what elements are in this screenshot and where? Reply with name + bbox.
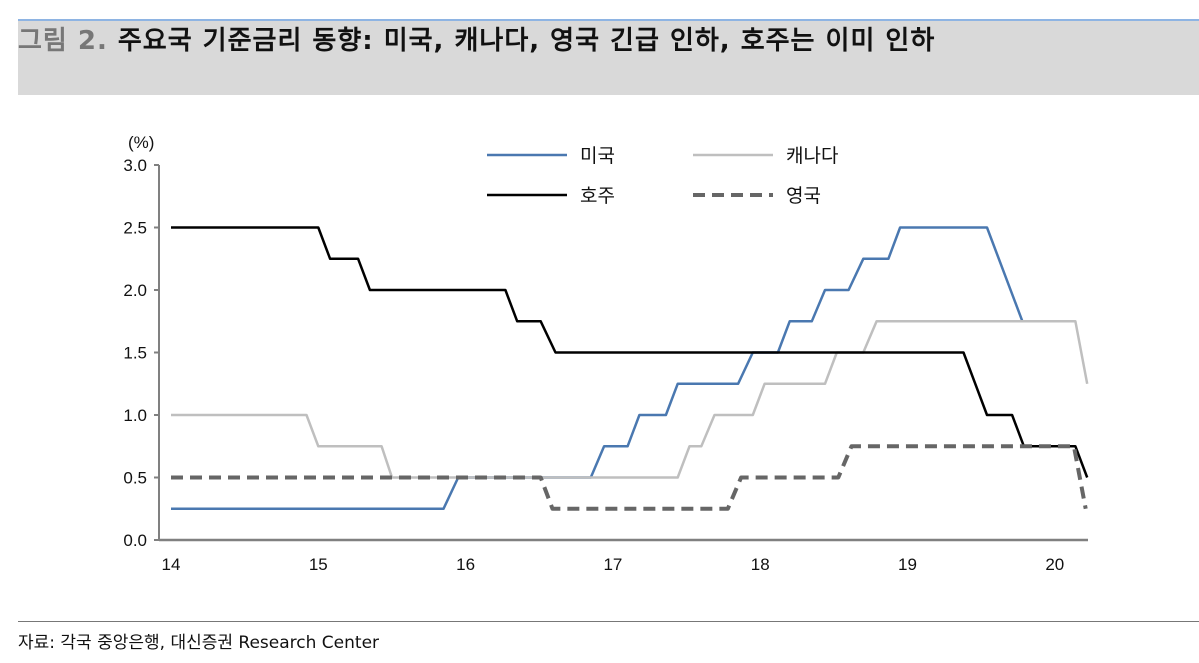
y-tick-label: 0.0: [123, 531, 147, 550]
x-tick-label: 19: [898, 555, 917, 574]
y-tick-label: 0.5: [123, 469, 147, 488]
source-note: 자료: 각국 중앙은행, 대신증권 Research Center: [18, 621, 1199, 653]
series-line-4: [171, 444, 1088, 511]
y-tick-label: 3.0: [123, 156, 147, 175]
series-line-1: [171, 226, 1024, 511]
x-tick-label: 15: [309, 555, 328, 574]
y-tick-label: 2.5: [123, 219, 147, 238]
x-tick-label: 18: [751, 555, 770, 574]
y-axis-unit: (%): [128, 133, 154, 152]
x-tick-label: 14: [162, 555, 181, 574]
legend-label: 미국: [580, 145, 615, 167]
legend-label: 캐나다: [786, 145, 838, 167]
y-tick-label: 2.0: [123, 281, 147, 300]
figure-label: 그림 2.: [18, 26, 108, 56]
y-tick-label: 1.5: [123, 344, 147, 363]
chart-title: 그림 2. 주요국 기준금리 동향: 미국, 캐나다, 영국 긴급 인하, 호주는…: [18, 20, 935, 57]
x-tick-label: 20: [1045, 555, 1064, 574]
x-tick-label: 16: [456, 555, 475, 574]
title-bar: [18, 19, 1199, 95]
legend-label: 영국: [786, 185, 821, 207]
legend-label: 호주: [580, 185, 615, 207]
title-text: 주요국 기준금리 동향: 미국, 캐나다, 영국 긴급 인하, 호주는 이미 인…: [117, 26, 936, 56]
series-line-3: [171, 226, 1089, 478]
y-tick-label: 1.0: [123, 406, 147, 425]
series-line-2: [171, 320, 1089, 479]
x-tick-label: 17: [603, 555, 622, 574]
